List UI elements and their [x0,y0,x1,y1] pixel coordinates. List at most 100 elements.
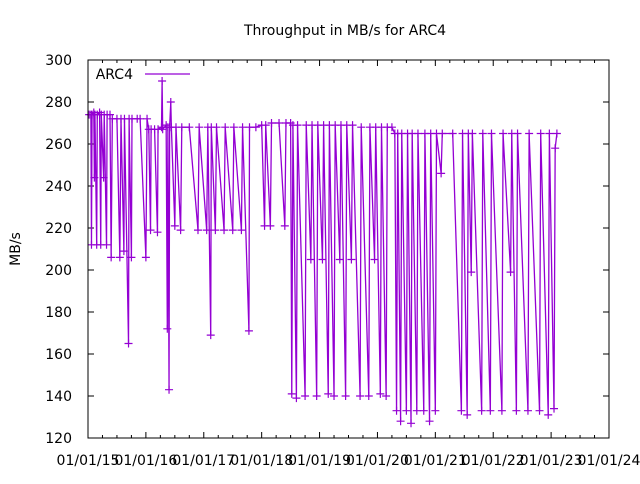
data-point [347,255,356,264]
data-point [275,119,284,127]
data-point [535,406,544,415]
y-tick-label: 260 [45,137,72,153]
series-line-arc4 [89,80,558,424]
data-point [280,221,289,230]
data-point [136,114,145,123]
data-point [220,226,229,235]
data-point [477,406,486,415]
y-tick-label: 120 [45,431,72,447]
data-point [467,268,476,277]
y-tick-label: 200 [45,263,72,279]
data-point [382,392,391,400]
y-tick-label: 280 [45,95,72,111]
data-point [158,125,167,134]
legend-label-arc4: ARC4 [96,67,133,83]
data-point [387,123,396,132]
data-point [512,406,521,415]
data-point [238,123,247,132]
data-point [330,392,339,400]
data-point [306,255,315,264]
data-point [127,253,136,262]
data-point [318,255,327,264]
y-tick-label: 180 [45,305,72,321]
data-point [206,331,215,340]
data-point [506,268,515,277]
y-axis-label: MB/s [8,232,24,266]
x-tick-label: 01/01/20 [346,453,409,469]
plot-frame [87,59,610,439]
data-point [153,228,162,237]
data-point [115,253,124,262]
data-point [463,410,472,419]
data-point [335,255,344,264]
data-point [348,121,357,130]
data-point [437,169,446,178]
x-tick-label: 01/01/21 [404,453,467,469]
x-tick-label: 01/01/18 [230,453,293,469]
data-point [141,253,150,262]
x-tick-label: 01/01/22 [462,453,525,469]
data-point [166,98,175,106]
data-point [124,339,133,348]
data-point [312,392,321,400]
data-point [425,417,434,426]
data-point [438,129,447,138]
data-point [107,253,116,262]
data-point [536,129,545,138]
data-point [119,247,128,256]
y-tick-label: 220 [45,221,72,237]
series-arc4 [85,77,561,428]
data-point [202,226,211,235]
data-point [499,129,508,138]
data-point [229,123,238,132]
data-point [356,392,365,400]
data-point [158,77,167,85]
data-point [163,324,172,333]
data-point [412,406,421,415]
data-point [266,221,275,230]
data-point [419,406,428,415]
data-point [211,226,220,235]
data-point [551,144,560,153]
y-tick-label: 160 [45,347,72,363]
data-point [457,406,466,415]
data-point [195,123,204,132]
data-point [396,417,405,426]
y-tick-label: 140 [45,389,72,405]
data-point [146,226,155,235]
data-point [324,389,333,398]
data-point [550,404,559,413]
data-point [370,255,379,264]
data-point [376,389,385,398]
x-tick-label: 01/01/23 [520,453,583,469]
x-tick-label: 01/01/24 [578,453,640,469]
data-point [448,129,457,138]
data-point [544,410,553,419]
data-point [545,129,554,138]
data-point [431,406,440,415]
data-point [143,114,152,123]
data-point [185,123,194,132]
x-tick-label: 01/01/16 [114,453,177,469]
data-point [497,406,506,415]
data-point [212,123,221,132]
data-point [287,389,296,398]
data-point [267,119,276,127]
data-point [105,110,114,119]
chart-title: Throughput in MB/s for ARC4 [243,23,446,39]
data-point [478,129,487,138]
data-point [413,129,422,138]
data-point [176,226,185,235]
axis-ticks: 12014016018020022024026028030001/01/1501… [45,53,640,469]
y-tick-label: 300 [45,53,72,69]
data-point [487,129,496,138]
data-point [177,123,186,132]
data-point [407,419,416,428]
data-point [293,121,302,130]
data-point [402,406,411,415]
x-tick-label: 01/01/19 [288,453,351,469]
data-point [525,129,534,138]
data-point [341,392,350,400]
data-point [292,394,301,403]
data-point [364,392,373,400]
